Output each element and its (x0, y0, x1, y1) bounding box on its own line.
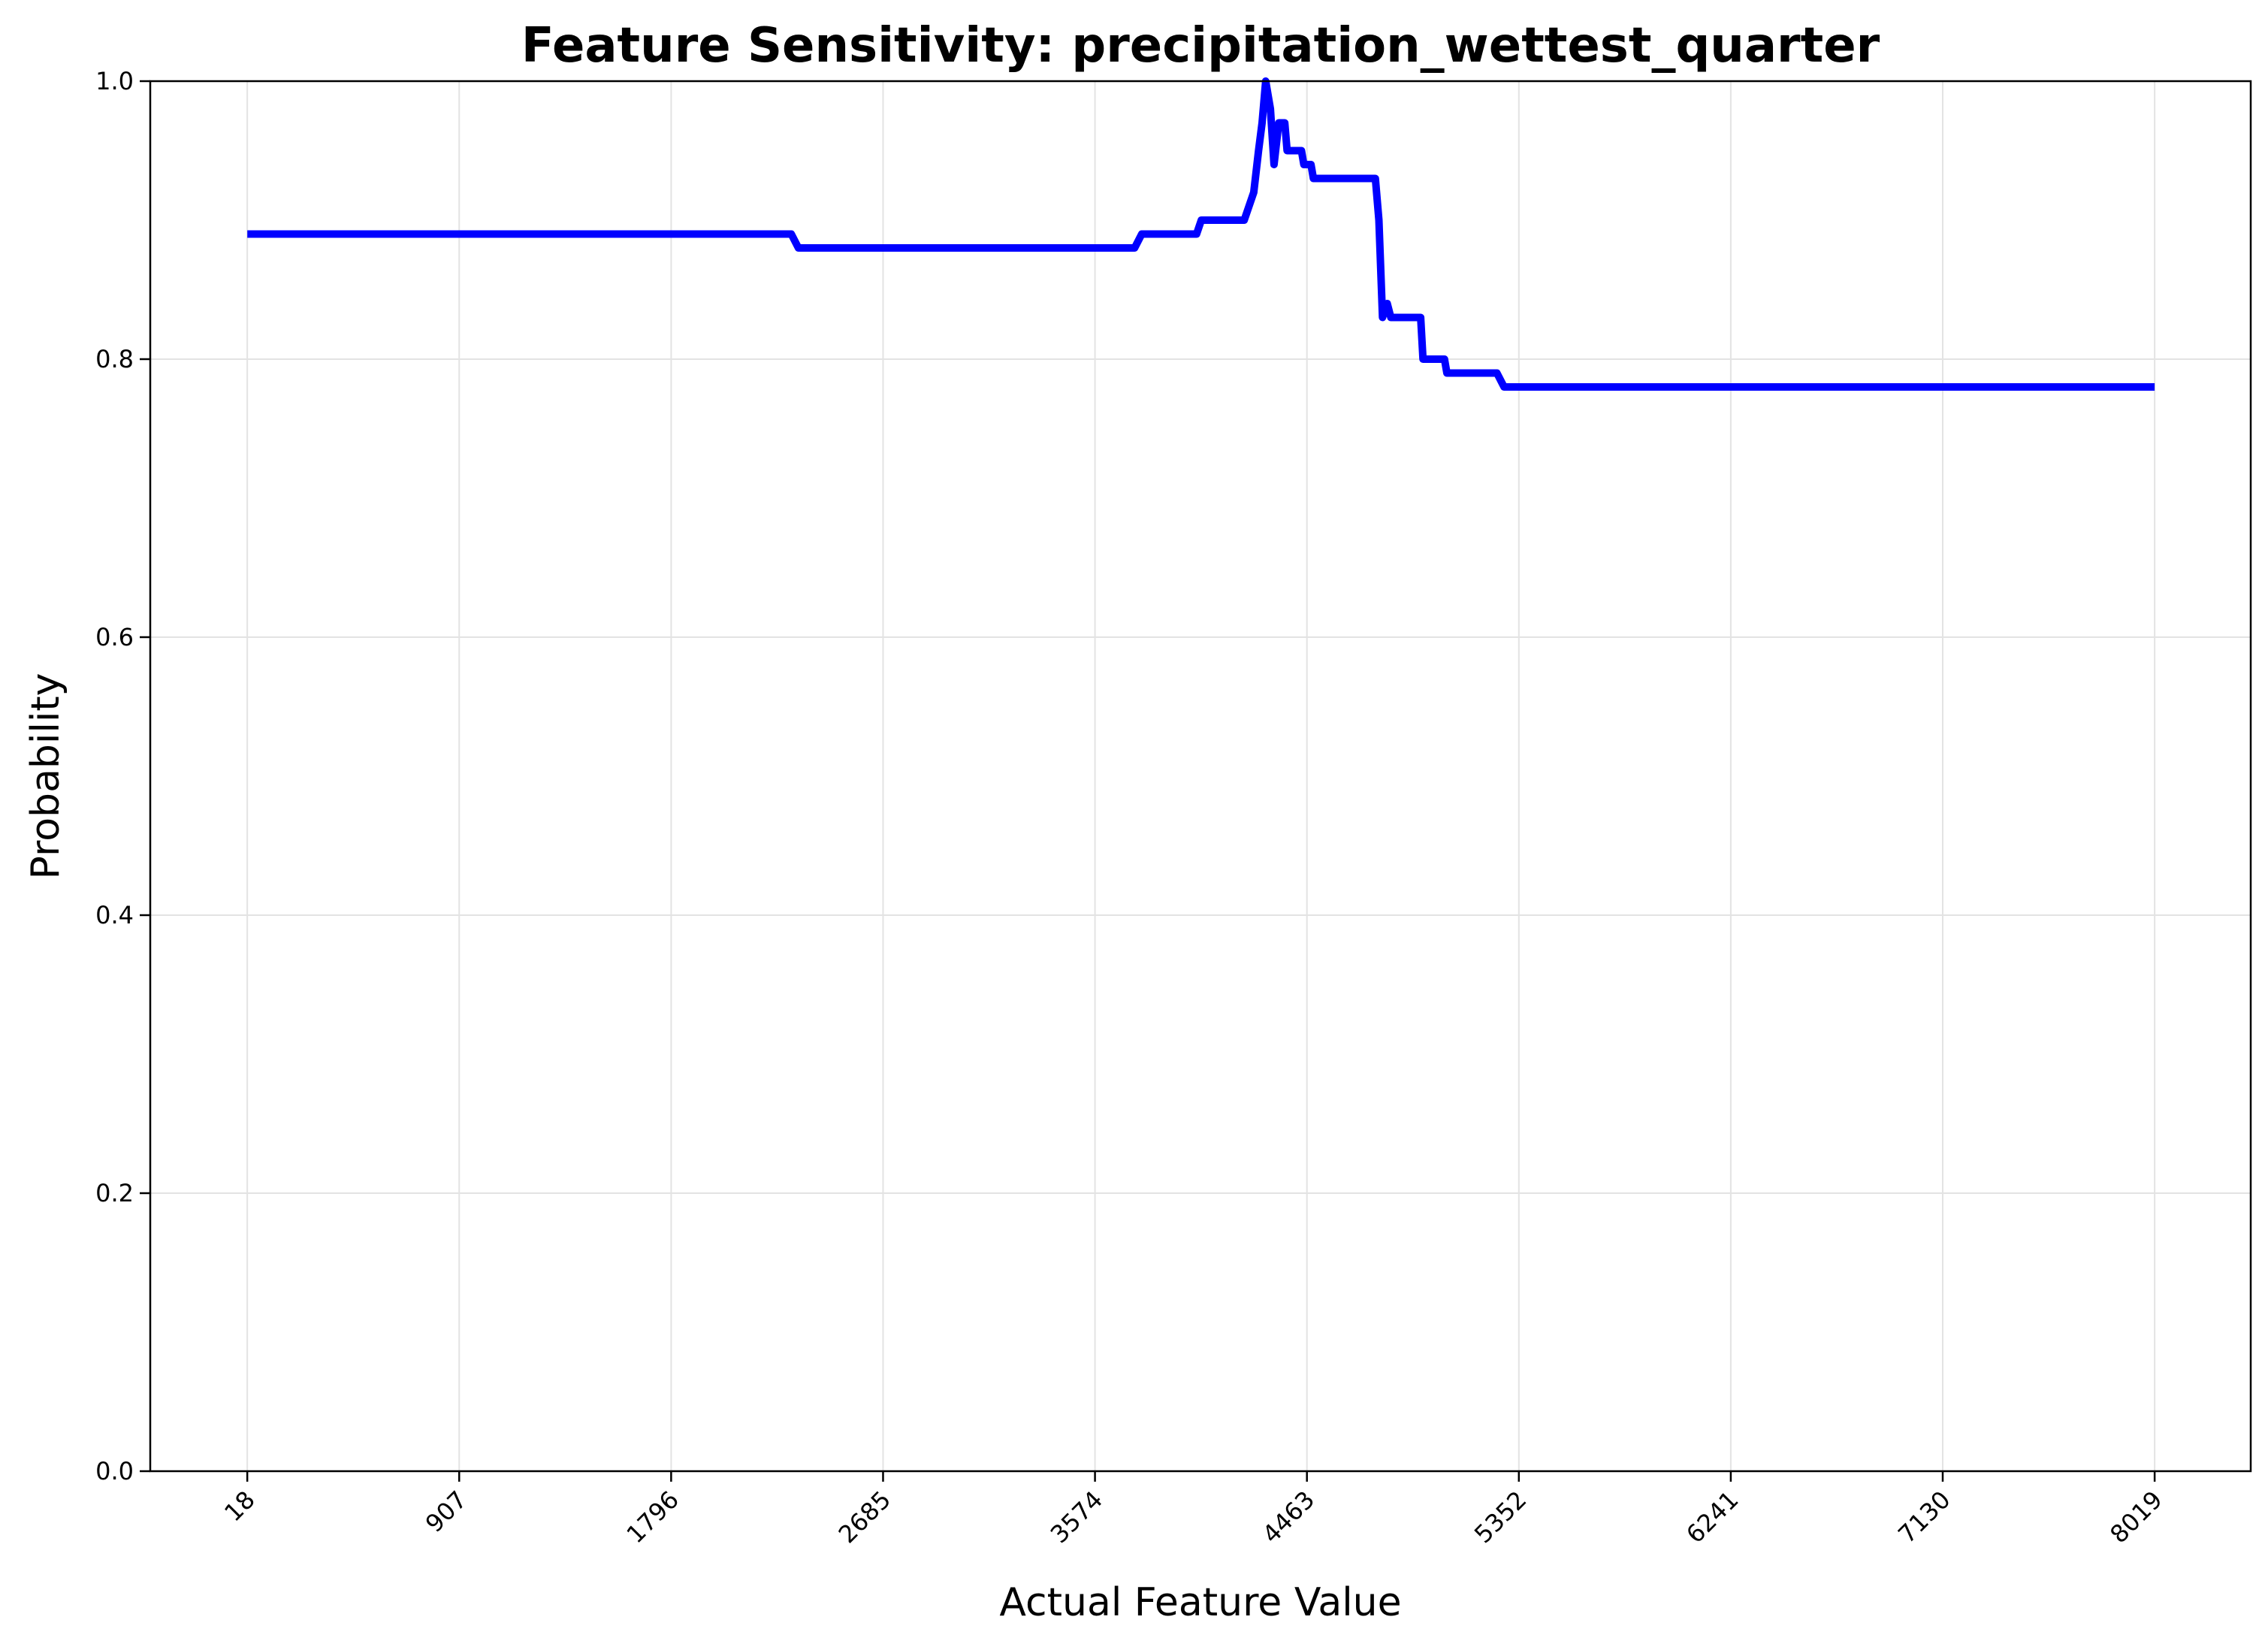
chart-title: Feature Sensitivity: precipitation_wette… (521, 18, 1880, 74)
y-tick-label: 0.4 (95, 901, 134, 929)
plot-frame (149, 80, 2252, 1473)
y-tick-label: 0.2 (95, 1179, 134, 1207)
series-line-0 (247, 77, 2155, 391)
y-tick-label: 0.6 (95, 623, 134, 651)
y-axis-title: Probability (23, 673, 68, 880)
x-axis-title: Actual Feature Value (999, 1580, 1401, 1625)
y-tick-label: 1.0 (95, 67, 134, 95)
y-tick-label: 0.8 (95, 345, 134, 373)
y-tick-label: 0.0 (95, 1457, 134, 1485)
y-axis: 0.0 0.2 0.4 0.6 0.8 1.0 (95, 67, 150, 1485)
series-group (247, 77, 2155, 391)
